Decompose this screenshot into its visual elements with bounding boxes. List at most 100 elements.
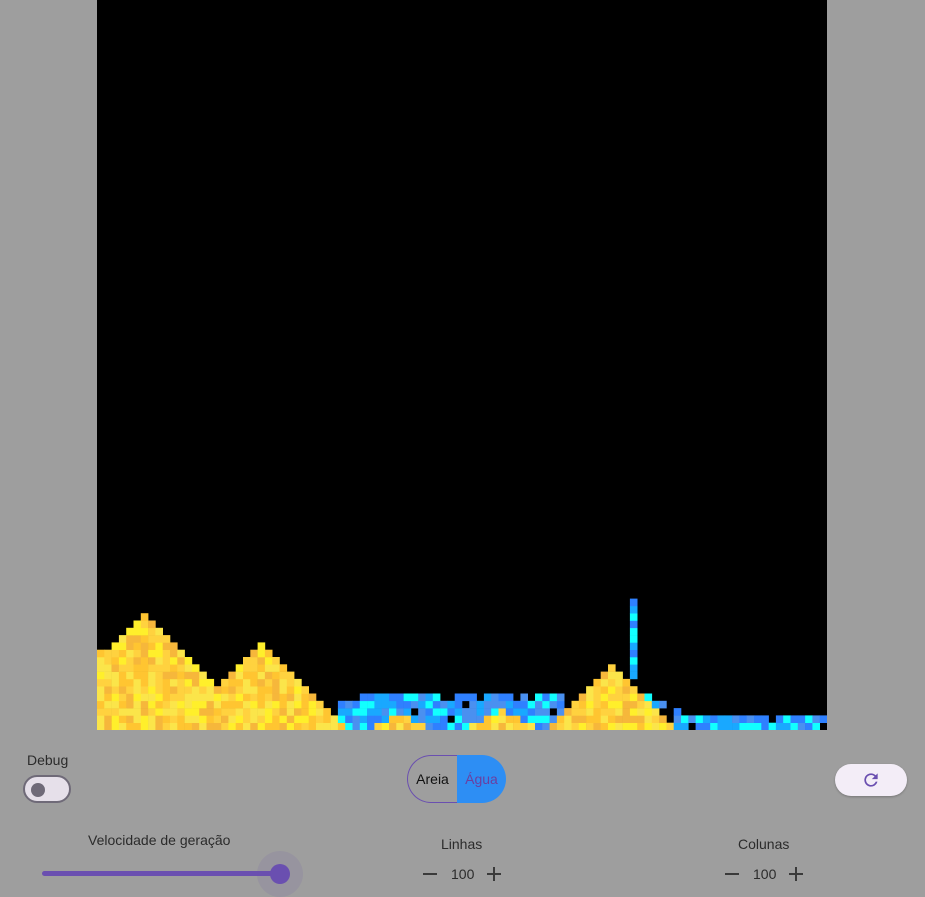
sand-particle: [279, 708, 288, 716]
sand-particle: [155, 708, 163, 716]
sand-particle: [622, 715, 631, 723]
sand-particle: [148, 678, 156, 687]
sand-particle: [140, 693, 149, 702]
sand-particle: [301, 715, 309, 723]
material-option-sand[interactable]: Areia: [407, 755, 457, 803]
reset-button[interactable]: [835, 764, 907, 796]
water-particle: [432, 708, 441, 716]
sand-particle: [111, 642, 120, 650]
material-toggle[interactable]: Areia Água: [407, 755, 506, 803]
debug-label: Debug: [27, 752, 69, 768]
sand-particle: [600, 708, 609, 716]
material-option-water[interactable]: Água: [457, 755, 506, 803]
water-particle: [535, 722, 543, 730]
sand-particle: [162, 722, 171, 730]
sand-particle: [257, 649, 266, 658]
sand-particle: [272, 715, 280, 723]
sand-particle: [250, 678, 258, 687]
sand-particle: [228, 700, 236, 709]
water-particle: [717, 722, 726, 730]
sand-particle: [257, 671, 266, 680]
sand-particle: [155, 722, 163, 730]
columns-value: 100: [753, 866, 777, 882]
water-particle: [425, 700, 434, 709]
sand-particle: [206, 693, 215, 702]
sand-particle: [97, 657, 105, 665]
water-particle: [352, 700, 361, 709]
sand-particle: [133, 649, 142, 658]
sand-simulation-canvas[interactable]: [97, 0, 827, 730]
water-particle: [520, 700, 528, 709]
sand-particle: [608, 664, 616, 672]
water-particle: [513, 708, 521, 716]
sand-particle: [155, 627, 163, 636]
sand-particle: [600, 722, 609, 730]
sand-particle: [279, 664, 288, 672]
sand-particle: [118, 664, 127, 672]
sand-particle: [578, 722, 587, 730]
speed-slider-track[interactable]: [42, 871, 280, 876]
sand-particle: [118, 700, 127, 709]
sand-particle: [221, 722, 229, 730]
sand-particle: [133, 693, 142, 702]
water-particle: [797, 722, 806, 730]
water-particle: [629, 635, 638, 643]
columns-increment-button[interactable]: [785, 863, 807, 885]
water-particle: [659, 700, 667, 709]
sand-particle: [140, 627, 149, 636]
water-particle: [352, 708, 361, 716]
sand-particle: [264, 700, 273, 709]
sand-particle: [206, 678, 215, 687]
sand-particle: [279, 715, 288, 723]
debug-switch[interactable]: [23, 775, 71, 803]
sand-particle: [148, 627, 156, 636]
sand-particle: [235, 715, 244, 723]
sand-particle: [608, 678, 616, 687]
sand-particle: [644, 700, 653, 709]
water-particle: [345, 715, 353, 723]
columns-decrement-button[interactable]: [721, 863, 743, 885]
sand-particle: [323, 708, 331, 716]
sand-particle: [615, 722, 623, 730]
sand-particle: [301, 693, 309, 702]
sand-particle: [148, 715, 156, 723]
sand-particle: [221, 693, 229, 702]
sand-particle: [250, 671, 258, 680]
water-particle: [418, 715, 426, 723]
sand-particle: [272, 657, 280, 665]
sand-particle: [615, 678, 623, 687]
sand-particle: [323, 715, 331, 723]
water-particle: [710, 722, 718, 730]
sand-particle: [272, 671, 280, 680]
sand-particle: [264, 708, 273, 716]
sand-particle: [578, 693, 587, 702]
water-particle: [483, 693, 492, 702]
sand-particle: [637, 715, 645, 723]
sand-particle: [593, 715, 601, 723]
water-particle: [505, 708, 514, 716]
sand-particle: [403, 722, 412, 730]
water-particle: [367, 700, 375, 709]
particle-grid[interactable]: [97, 0, 827, 730]
sand-particle: [316, 700, 324, 709]
refresh-icon: [864, 773, 878, 787]
water-particle: [542, 700, 550, 709]
sand-particle: [140, 664, 149, 672]
rows-decrement-button[interactable]: [419, 863, 441, 885]
speed-slider-thumb[interactable]: [270, 864, 290, 884]
sand-particle: [191, 722, 200, 730]
sand-particle: [97, 722, 105, 730]
sand-particle: [221, 708, 229, 716]
sand-particle: [199, 700, 207, 709]
sand-particle: [148, 686, 156, 694]
water-particle: [491, 700, 499, 709]
sand-particle: [97, 715, 105, 723]
rows-increment-button[interactable]: [483, 863, 505, 885]
water-particle: [732, 722, 740, 730]
water-particle: [381, 693, 390, 702]
sand-particle: [140, 722, 149, 730]
water-particle: [381, 715, 390, 723]
sand-particle: [279, 678, 288, 687]
sand-particle: [644, 722, 653, 730]
sand-particle: [221, 715, 229, 723]
